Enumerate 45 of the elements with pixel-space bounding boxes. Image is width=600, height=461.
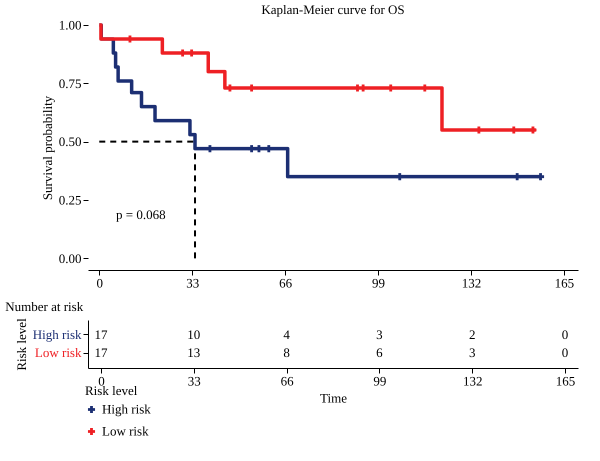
point [265, 145, 272, 152]
point [206, 145, 214, 152]
y-tick-label: Low risk [34, 345, 82, 360]
y-tick-label: 0.50 [58, 134, 82, 150]
x-tick-label: 99 [372, 276, 386, 290]
data-label: 6 [376, 345, 384, 360]
chart-title: Number at risk [5, 298, 84, 314]
x-tick-label: 132 [462, 276, 482, 290]
data-label: 17 [94, 326, 108, 342]
legend-label: High risk [102, 402, 152, 416]
x-tick-label: 132 [462, 374, 482, 388]
point [248, 145, 256, 152]
x-tick-label: 33 [188, 374, 201, 388]
y-tick-label: 0.75 [58, 76, 82, 91]
y-axis-title: Risk level [14, 318, 29, 371]
x-tick-label: 66 [279, 276, 293, 290]
x-tick-label: 0 [96, 276, 104, 290]
data-label: 17 [94, 345, 108, 360]
data-label: 10 [187, 326, 200, 342]
data-label: 0 [562, 345, 568, 360]
y-axis-title: Survival probability [40, 95, 55, 200]
x-tick-label: 99 [373, 374, 386, 388]
point [537, 173, 544, 180]
data-label: 8 [283, 345, 290, 360]
x-tick-label: 165 [554, 276, 574, 290]
data-label: 13 [187, 345, 200, 360]
x-axis-title: Time [320, 390, 348, 406]
legend-label: Low risk [102, 424, 150, 438]
y-tick-label: 0.25 [58, 192, 82, 208]
data-label: 2 [468, 326, 476, 342]
data-label: 0 [562, 326, 568, 342]
y-tick-label: 0.00 [58, 250, 82, 266]
annotation: p = 0.068 [116, 207, 166, 222]
x-tick-label: 165 [556, 374, 576, 388]
data-label: 3 [468, 345, 476, 360]
data-label: 4 [283, 326, 290, 342]
x-tick-label: 33 [186, 276, 200, 290]
chart-title: Kaplan-Meier curve for OS [261, 2, 405, 17]
data-label: 3 [376, 326, 383, 342]
point [255, 145, 262, 152]
point [396, 173, 404, 180]
y-tick-label: High risk [32, 326, 82, 342]
y-tick-label: 1.00 [58, 18, 82, 32]
point [514, 173, 521, 180]
x-tick-label: 66 [280, 374, 294, 388]
